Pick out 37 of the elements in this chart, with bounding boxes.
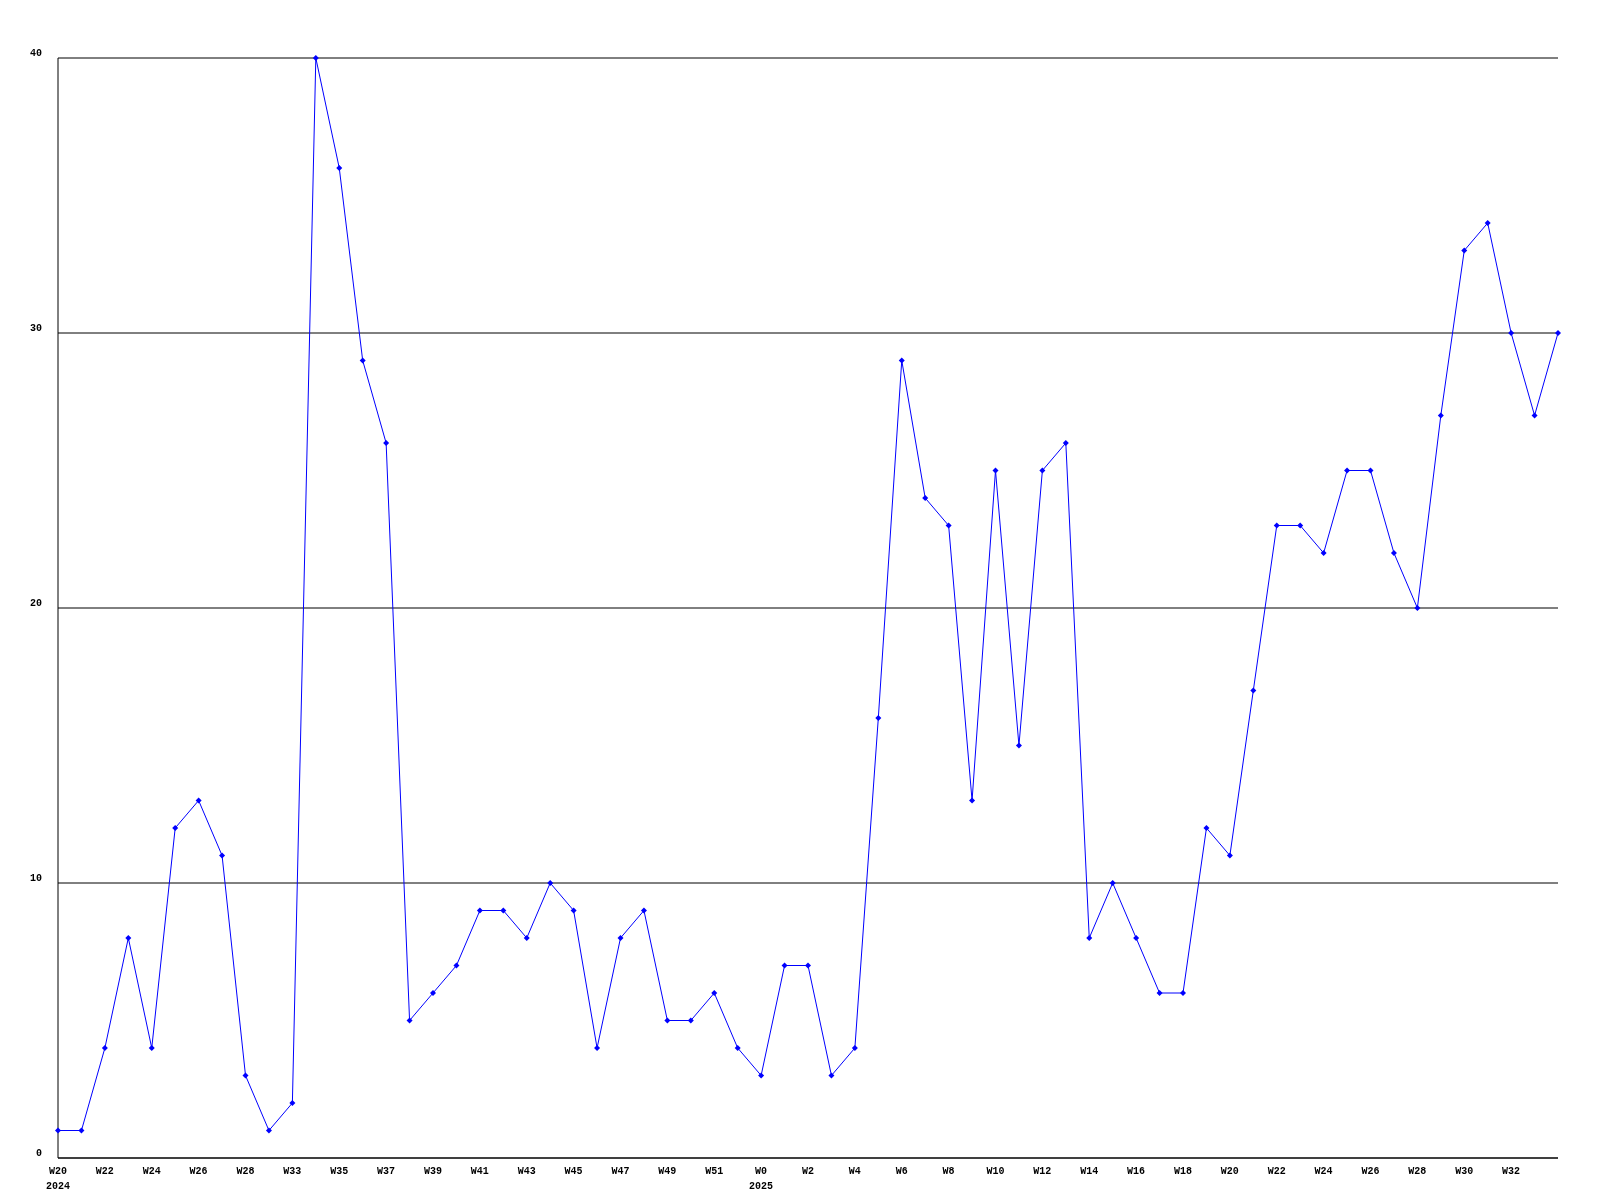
x-tick-label: W22 bbox=[95, 1166, 114, 1177]
x-tick-label: W43 bbox=[517, 1166, 536, 1177]
x-tick-label: W0 2025 bbox=[749, 1166, 774, 1192]
x-tick-label: W49 bbox=[658, 1166, 677, 1177]
x-tick-label: W41 bbox=[470, 1166, 489, 1177]
x-tick-label: W16 bbox=[1127, 1166, 1146, 1177]
x-tick-label: W39 bbox=[423, 1166, 443, 1177]
x-tick-label: W10 bbox=[986, 1166, 1005, 1177]
x-tick-label: W45 bbox=[564, 1166, 583, 1177]
x-tick-label: W8 bbox=[942, 1166, 955, 1177]
x-tick-label: W18 bbox=[1173, 1166, 1193, 1177]
x-tick-label: W35 bbox=[330, 1166, 349, 1177]
x-tick-label: W24 bbox=[1314, 1166, 1333, 1177]
x-tick-label: W20 bbox=[1220, 1166, 1239, 1177]
x-tick-label: W28 bbox=[236, 1166, 255, 1177]
x-tick-label: W51 bbox=[705, 1166, 724, 1177]
x-tick-label: W28 bbox=[1408, 1166, 1427, 1177]
y-tick-label: 0 bbox=[35, 1148, 42, 1159]
x-tick-label: W30 bbox=[1455, 1166, 1474, 1177]
x-tick-label: W33 bbox=[283, 1166, 302, 1177]
y-tick-label: 10 bbox=[29, 873, 42, 884]
x-tick-label: W2 bbox=[801, 1166, 815, 1177]
y-tick-label: 20 bbox=[29, 598, 42, 609]
x-tick-label: W22 bbox=[1267, 1166, 1286, 1177]
x-tick-label: W6 bbox=[895, 1166, 908, 1177]
x-tick-label: W4 bbox=[848, 1166, 861, 1177]
x-tick-label: W26 bbox=[189, 1166, 208, 1177]
x-tick-label: W24 bbox=[142, 1166, 161, 1177]
x-tick-label: W26 bbox=[1361, 1166, 1380, 1177]
y-tick-label: 30 bbox=[29, 323, 42, 334]
y-tick-label: 40 bbox=[29, 48, 42, 59]
x-tick-label: W47 bbox=[611, 1166, 630, 1177]
x-tick-label: W37 bbox=[377, 1166, 396, 1177]
x-tick-label: W14 bbox=[1080, 1166, 1099, 1177]
x-tick-label: W32 bbox=[1502, 1166, 1521, 1177]
x-tick-label: W12 bbox=[1033, 1166, 1052, 1177]
x-tick-label: W20 2024 bbox=[45, 1166, 71, 1192]
